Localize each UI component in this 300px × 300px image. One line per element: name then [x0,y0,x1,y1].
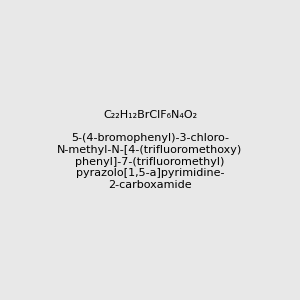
Text: C₂₂H₁₂BrClF₆N₄O₂

5-(4-bromophenyl)-3-chloro-
N-methyl-N-[4-(trifluoromethoxy)
p: C₂₂H₁₂BrClF₆N₄O₂ 5-(4-bromophenyl)-3-chl… [57,110,243,190]
